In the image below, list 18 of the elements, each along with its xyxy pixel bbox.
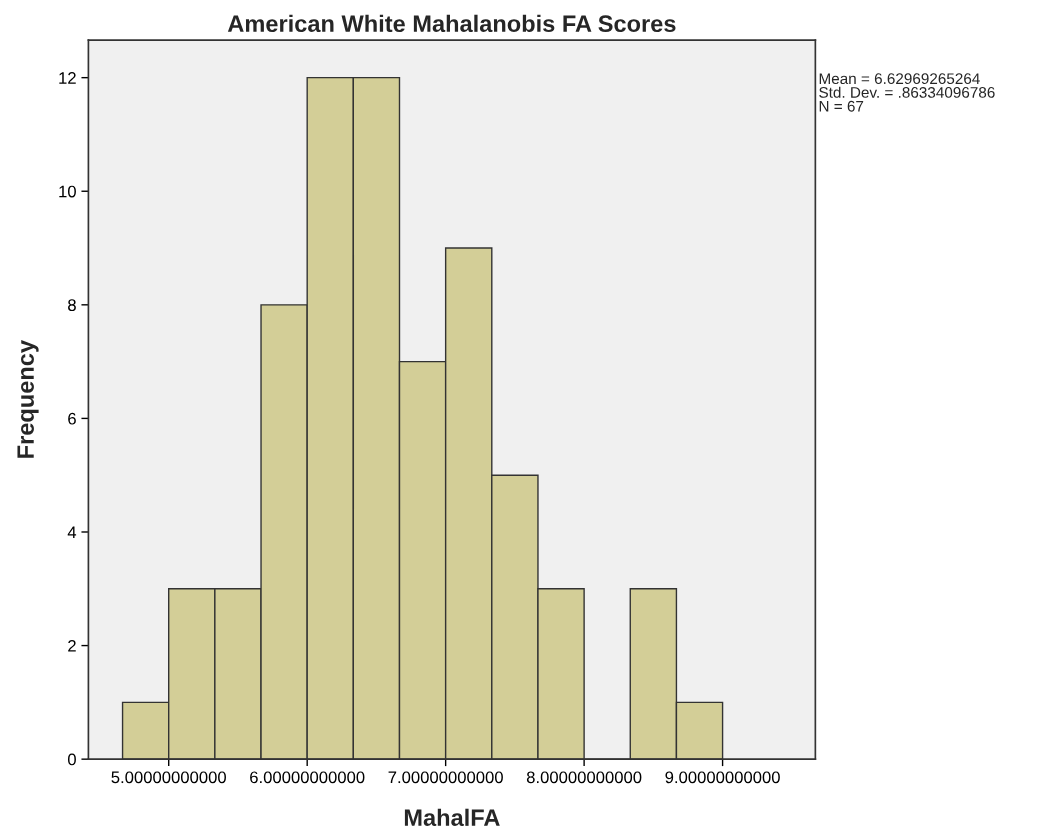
text: N = 67 — [819, 100, 864, 112]
text: Mean = 6.62969265264 — [819, 73, 980, 85]
x-tick-label: 7.00000000000 — [388, 771, 503, 784]
y-tick-label: 2 — [68, 639, 76, 652]
x-tick-label: 5.00000000000 — [111, 771, 226, 784]
x-tick-label: 9.00000000000 — [665, 771, 780, 784]
y-tick-label: 10 — [59, 185, 76, 198]
y-tick-label: 4 — [67, 526, 77, 539]
x-axis-title: MahalFA — [404, 808, 500, 827]
y-axis-title: Frequency — [17, 340, 39, 458]
x-tick-label: 8.00000000000 — [526, 771, 642, 784]
x-tick-label: 6.00000000000 — [250, 771, 365, 784]
y-tick-label: 12 — [59, 72, 76, 84]
y-tick-label: 6 — [68, 412, 76, 425]
chart-title: American White Mahalanobis FA Scores — [227, 14, 676, 33]
y-tick-label: 8 — [68, 299, 76, 312]
y-tick-label: 0 — [67, 753, 76, 766]
text: Std. Dev. = .86334096786 — [819, 86, 995, 98]
